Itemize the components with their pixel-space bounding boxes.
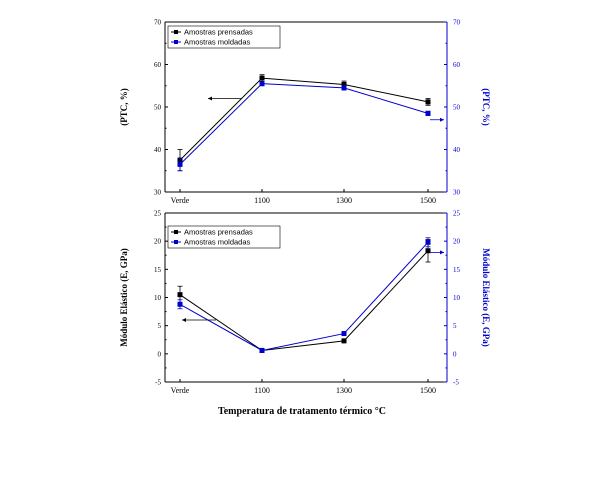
panel1-legend-marker-2 [174, 40, 178, 44]
panel2-ytick-right-label: 15 [453, 266, 461, 274]
panel1-xtick-label: 1500 [420, 196, 436, 205]
panel2-xtick-label: 1500 [420, 386, 436, 395]
panel1-ytick-right-label: 40 [453, 146, 461, 154]
panel1-ytick-right-label: 30 [453, 189, 461, 197]
panel1-y-axis-label-right: (PTC, %) [481, 88, 491, 126]
panel2-ytick-right-label: -5 [453, 379, 459, 387]
panel1-ytick-left-label: 70 [154, 19, 162, 27]
panel1-legend-box [167, 25, 281, 49]
panel2-series-1-line [179, 250, 429, 351]
panel2-series-2-line [179, 241, 429, 351]
panel1-ytick-right-label: 70 [453, 19, 461, 27]
panel1-series-1-point [425, 99, 431, 105]
panel2-series-2-point [259, 347, 265, 353]
panel2-ytick-left-label: 0 [158, 350, 162, 358]
panel1-ytick-left-label: 60 [154, 61, 162, 69]
panel2-series-2-point [425, 239, 431, 245]
panel2-series-1-point [341, 338, 347, 344]
panel2-legend-label-1: Amostras prensadas [184, 228, 253, 237]
panel2-ytick-left-label: 15 [154, 266, 162, 274]
panel2-ytick-right-label: 5 [453, 322, 457, 330]
panel2-legend-label-2: Amostras moldadas [184, 238, 251, 247]
panel2-xtick-label: 1300 [336, 386, 352, 395]
panel2-y-axis-label-left: Módulo Elástico (E, GPa) [119, 248, 129, 347]
panel2-ytick-left-label: 20 [154, 238, 162, 246]
panel1-ytick-left-label: 40 [154, 146, 162, 154]
panel2-ytick-right-label: 20 [453, 238, 461, 246]
panel1-xtick-label: 1100 [254, 196, 270, 205]
panel2-y-axis-label-right: Módulo Elástico (E, GPa) [481, 248, 491, 347]
panel2-legend-box [167, 225, 281, 249]
panel2-ytick-right-label: 0 [453, 350, 457, 358]
panel1-xtick-label: Verde [171, 196, 190, 205]
panel1-axis-arrow-1-head [208, 96, 212, 101]
panel2-axis-arrow-1-head [182, 318, 186, 323]
panel2-ytick-left-label: 10 [154, 294, 162, 302]
panel2-ytick-right-label: 10 [453, 294, 461, 302]
panel1-ytick-left-label: 30 [154, 189, 162, 197]
panel1-ytick-right-label: 50 [453, 104, 461, 112]
panel1-y-axis-label-left: (PTC, %) [119, 88, 129, 126]
x-axis-label: Temperatura de tratamento térmico °C [218, 406, 386, 417]
panel1-series-2-line [179, 83, 429, 165]
panel1-series-2-point [259, 81, 265, 87]
panel2-series-1-point [425, 248, 431, 254]
panel1-series-2-point [425, 110, 431, 116]
panel2-series-2-point [177, 301, 183, 307]
panel1-series-2-point [341, 85, 347, 91]
panel2-ytick-left-label: 5 [158, 322, 162, 330]
panel1-legend-label-1: Amostras prensadas [184, 28, 253, 37]
panel2-ytick-left-label: -5 [155, 379, 161, 387]
panel1-series-2-point [177, 161, 183, 167]
panel2-ytick-right-label: 25 [453, 210, 461, 218]
panel1-legend-label-2: Amostras moldadas [184, 38, 251, 47]
panel2-legend-marker-1 [174, 230, 178, 234]
panel2-ytick-left-label: 25 [154, 210, 162, 218]
panel1-series-1-point [341, 81, 347, 87]
panel1-xtick-label: 1300 [336, 196, 352, 205]
panel2-xtick-label: 1100 [254, 386, 270, 395]
panel1-axis-arrow-2-head [440, 117, 444, 122]
panel1-ytick-left-label: 50 [154, 104, 162, 112]
panel1-ytick-right-label: 60 [453, 61, 461, 69]
panel2-series-2-point [341, 331, 347, 337]
panel2-xtick-label: Verde [171, 386, 190, 395]
panel1-series-1-line [179, 77, 429, 161]
panel2-legend-marker-2 [174, 240, 178, 244]
panel1-legend-marker-1 [174, 30, 178, 34]
panel2-series-1-point [177, 292, 183, 298]
panel2-axis-arrow-2-head [440, 250, 444, 255]
panel1-series-1-point [259, 75, 265, 81]
